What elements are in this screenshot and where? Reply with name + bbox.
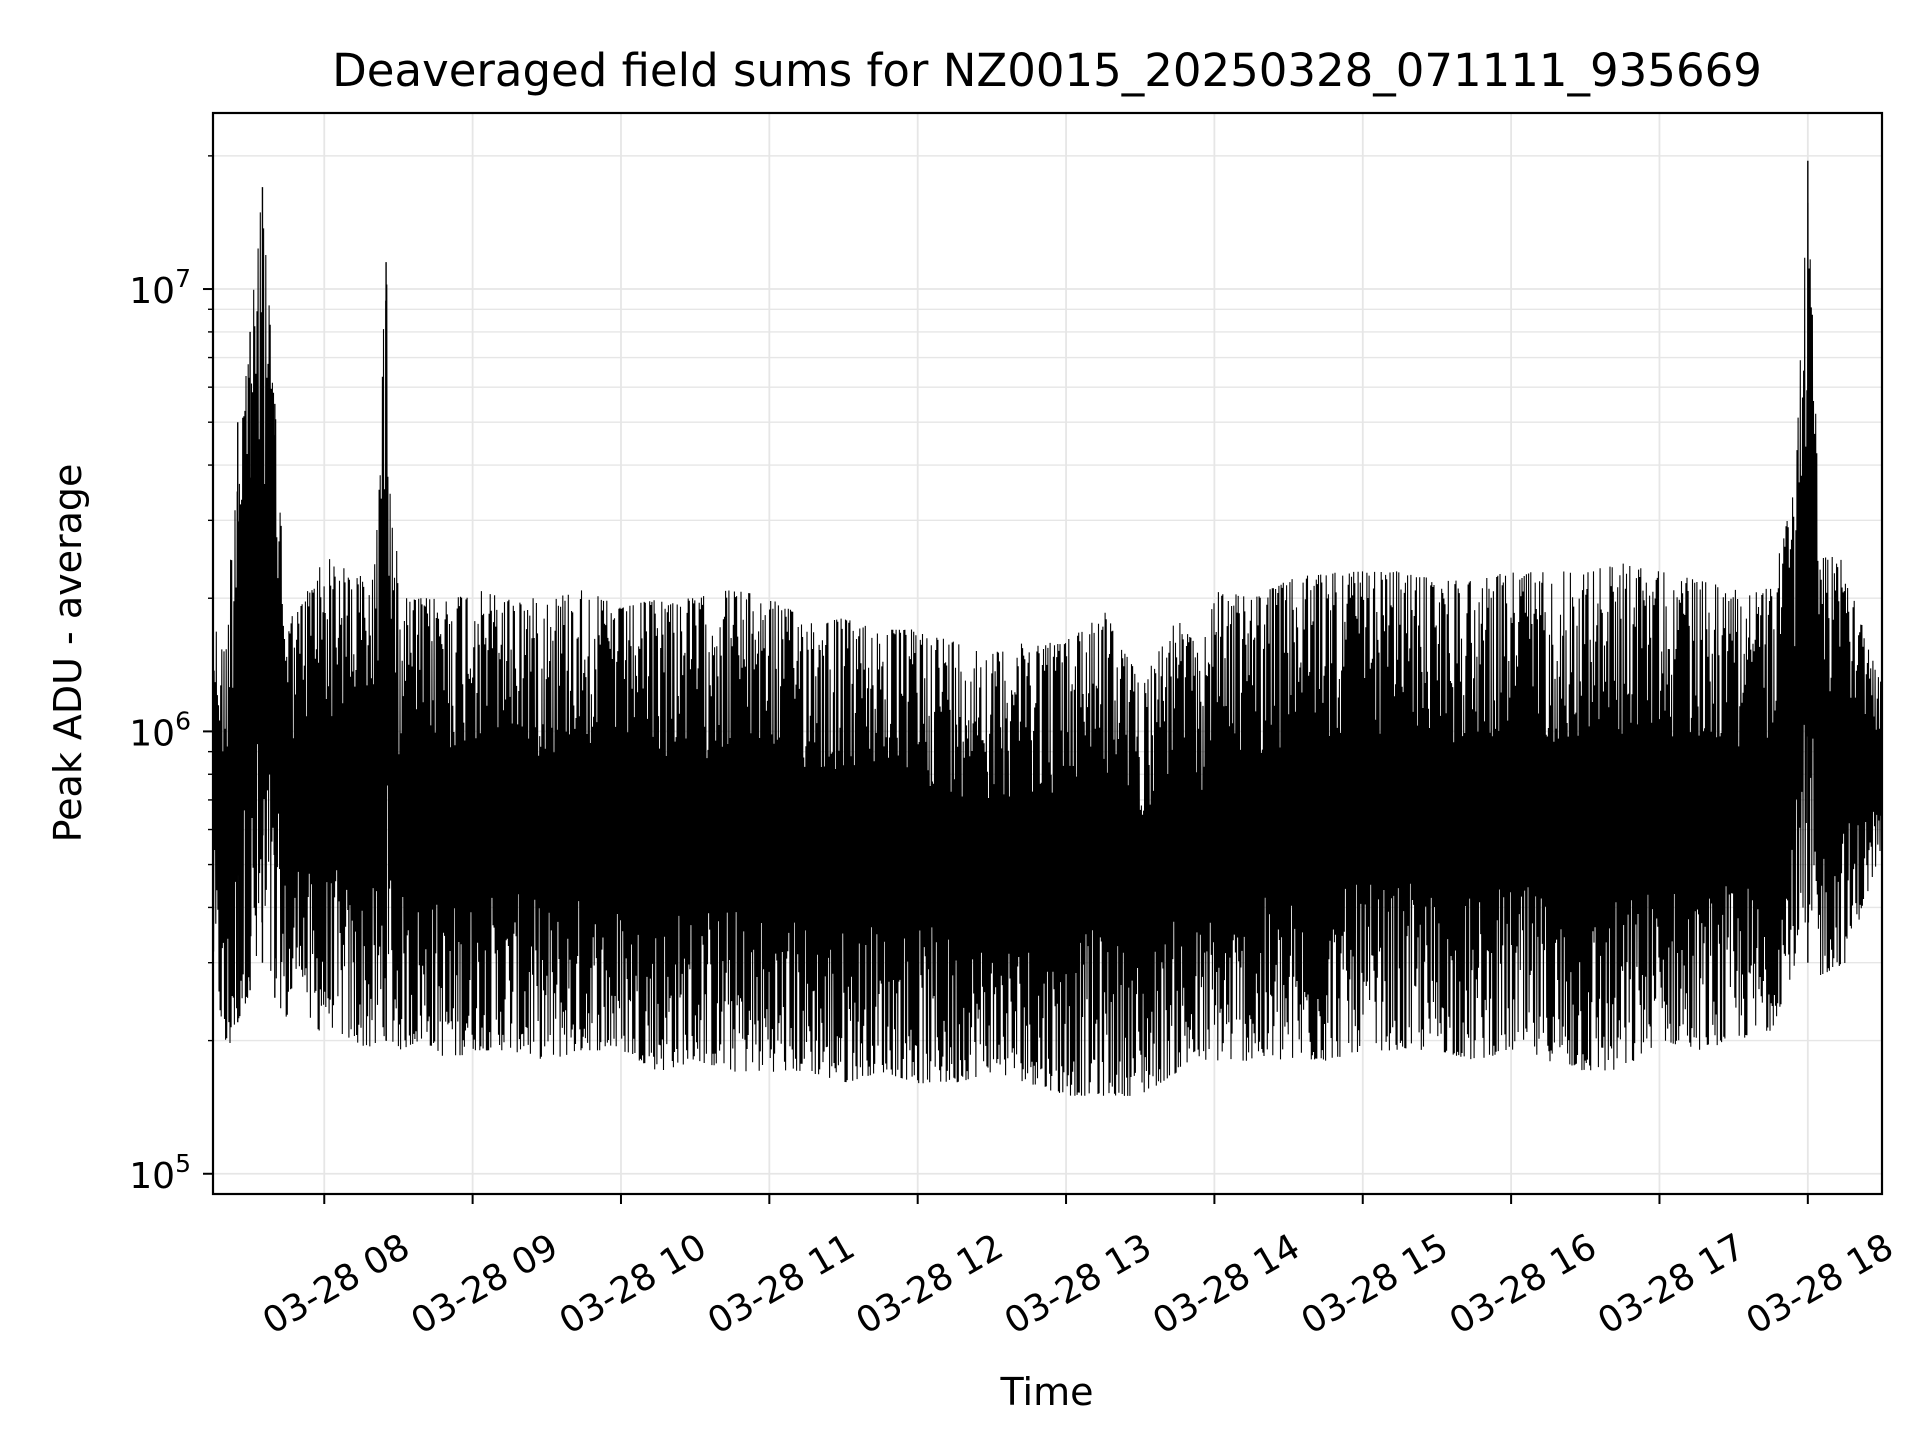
data-series [212,160,1883,1096]
y-tick-exponent: 6 [175,706,191,735]
series-line [212,202,1883,1096]
y-tick-exponent: 5 [175,1149,191,1178]
y-tick-label: 107 [129,264,191,312]
plot-frame [211,111,1884,1196]
y-axis-label: Peak ADU - average [46,464,90,843]
y-tick-base: 10 [129,1156,175,1197]
y-tick-base: 10 [129,713,175,754]
y-tick-exponent: 7 [175,264,191,293]
x-axis-label: Time [1000,1370,1094,1414]
y-tick-label: 106 [129,706,191,754]
y-tick-base: 10 [129,271,175,312]
chart-title: Deaveraged field sums for NZ0015_2025032… [332,44,1762,97]
y-tick-label: 105 [129,1149,191,1197]
